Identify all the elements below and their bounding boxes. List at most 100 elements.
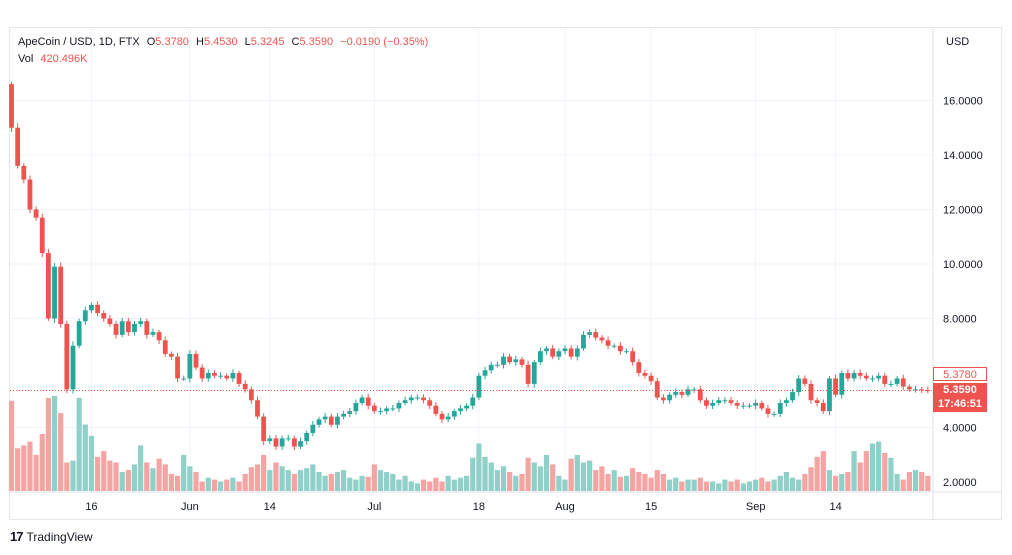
last-price-value: 5.3590 [943, 384, 977, 396]
candle-body [298, 441, 303, 447]
candle-body [624, 351, 629, 353]
volume-label[interactable]: Vol [18, 53, 34, 65]
candle-body [187, 353, 193, 379]
candle-body [740, 405, 746, 407]
volume-bar [543, 454, 550, 491]
candle-body [839, 373, 845, 395]
candle-body [716, 400, 722, 403]
candle-body [46, 253, 51, 319]
time-axis-tick-label: 18 [473, 501, 485, 513]
candle-body [697, 389, 703, 401]
volume-bar [771, 479, 777, 491]
time-axis-tick-label: 14 [264, 501, 276, 513]
volume-bar [753, 479, 759, 491]
candle-body [95, 304, 100, 314]
volume-bar [851, 451, 857, 491]
candle-body [476, 375, 482, 398]
volume-bar [580, 462, 587, 491]
candle-body [685, 389, 691, 395]
volume-bar [537, 466, 543, 491]
bar-countdown: 17:46:51 [937, 398, 983, 410]
candle-body [851, 373, 857, 379]
volume-bar [384, 472, 390, 491]
candle-body [630, 351, 636, 363]
candle-body [310, 424, 316, 433]
volume-bar [107, 460, 113, 491]
candle-body [156, 332, 162, 341]
candle-body [113, 323, 119, 335]
candle-body [150, 332, 156, 335]
volume-bar [562, 479, 568, 491]
volume-bar [33, 454, 39, 491]
volume-bar [64, 462, 70, 491]
candle-body [661, 397, 666, 401]
candle-body [771, 413, 777, 415]
candle-body [371, 405, 377, 412]
volume-bar [703, 481, 710, 491]
footer-brand[interactable]: 17 TradingView [10, 529, 93, 544]
volume-bar [230, 477, 236, 491]
volume-bar [113, 462, 119, 491]
price-axis-tick-label: 2.0000 [943, 477, 977, 489]
volume-bar [402, 475, 408, 491]
volume-bar [224, 479, 230, 491]
volume-bar [876, 441, 882, 491]
volume-bar [740, 483, 746, 491]
candle-body [144, 321, 150, 335]
candle-body [384, 408, 390, 412]
candle-body [802, 378, 808, 384]
volume-bar [630, 468, 636, 491]
candle-body [421, 397, 426, 401]
candle-body [267, 438, 273, 442]
price-axis-tick-label: 4.0000 [943, 423, 977, 435]
close-label: C [291, 36, 300, 48]
symbol-label[interactable]: ApeCoin / USD, 1D, FTX [18, 36, 140, 48]
candle-body [353, 402, 359, 412]
volume-bar [310, 464, 316, 491]
close-value: 5.3590 [299, 36, 334, 48]
volume-bar [236, 481, 242, 491]
volume-bar [593, 470, 599, 491]
volume-bar [734, 479, 740, 491]
volume-bar [457, 477, 464, 491]
volume-bar [439, 481, 445, 491]
candle-body [894, 378, 900, 384]
last-price-tag: 5.3590 17:46:51 [933, 383, 987, 412]
volume-bar [279, 466, 285, 491]
candle-body [488, 364, 494, 371]
volume-bar [488, 462, 494, 491]
volume-bar [396, 479, 402, 491]
candle-body [101, 313, 107, 319]
candle-body [550, 348, 556, 357]
volume-bar [218, 481, 224, 491]
volume-bar [359, 475, 365, 491]
candle-body [913, 389, 918, 391]
candle-body [304, 432, 310, 442]
candle-body [415, 397, 420, 399]
tradingview-logo-icon: 17 [10, 529, 24, 544]
volume-bar [550, 464, 556, 491]
volume-bar [390, 473, 396, 491]
candle-body [169, 353, 174, 357]
price-axis-tick-label: 10.0000 [943, 259, 983, 271]
volume-bar [451, 479, 457, 491]
volume-bar [642, 473, 648, 491]
volume-bar [377, 470, 384, 491]
volume-bar [500, 466, 507, 491]
candle-body [439, 413, 445, 420]
candle-body [359, 397, 365, 403]
candle-body [162, 340, 168, 354]
volume-bar [513, 475, 519, 491]
candle-body [722, 400, 728, 402]
volume-bar [322, 475, 328, 491]
volume-bar [685, 479, 691, 491]
volume-bar [8, 400, 15, 491]
chart-frame[interactable] [9, 27, 1002, 520]
candle-body [347, 411, 353, 414]
volume-bar [660, 473, 666, 491]
volume-bar [796, 479, 802, 491]
candle-body [328, 416, 334, 425]
candle-body [458, 408, 463, 412]
volume-bar [519, 473, 525, 491]
